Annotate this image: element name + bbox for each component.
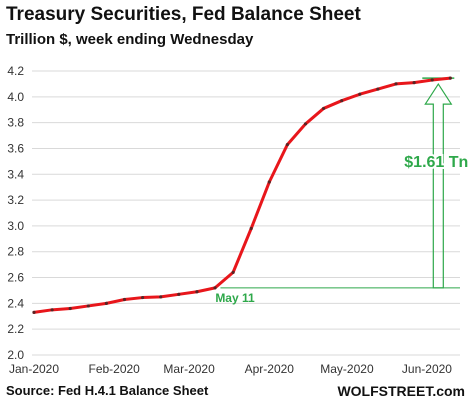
data-point <box>159 295 163 299</box>
data-point <box>213 286 217 290</box>
may-11-label: May 11 <box>215 291 255 305</box>
data-point <box>32 310 36 314</box>
y-tick-label: 2.2 <box>7 322 24 336</box>
y-tick-label: 2.8 <box>7 245 24 259</box>
data-point <box>122 297 127 302</box>
data-point <box>412 81 416 85</box>
y-tick-label: 2.6 <box>7 271 24 285</box>
data-point <box>195 290 199 294</box>
data-point <box>285 142 289 147</box>
data-point <box>231 270 235 274</box>
data-point <box>267 180 271 184</box>
y-tick-label: 3.0 <box>7 219 24 233</box>
x-tick-label: Jun-2020 <box>402 362 452 376</box>
x-tick-label: Apr-2020 <box>245 362 295 376</box>
y-tick-label: 3.2 <box>7 193 24 207</box>
data-point <box>249 226 253 231</box>
data-point <box>86 304 90 308</box>
data-point <box>177 292 181 296</box>
increase-arrow <box>424 82 453 289</box>
data-point <box>430 78 434 82</box>
y-tick-label: 3.4 <box>7 167 24 181</box>
y-tick-label: 4.0 <box>7 90 24 104</box>
y-tick-label: 4.2 <box>7 64 24 78</box>
data-series <box>32 76 452 314</box>
gridlines <box>32 70 460 356</box>
x-tick-label: Jan-2020 <box>9 362 59 376</box>
x-tick-label: Mar-2020 <box>163 362 215 376</box>
chart-subtitle: Trillion $, week ending Wednesday <box>6 31 254 48</box>
data-point <box>303 122 308 126</box>
data-point <box>322 106 326 111</box>
data-point <box>50 308 54 312</box>
data-point <box>141 295 145 300</box>
source-note: Source: Fed H.4.1 Balance Sheet <box>6 383 209 398</box>
data-point <box>340 99 344 103</box>
series-line <box>32 76 452 314</box>
y-tick-label: 3.6 <box>7 141 24 155</box>
data-point <box>68 306 72 311</box>
increase-label: $1.61 Tn <box>404 154 468 171</box>
data-point <box>394 82 398 86</box>
data-point <box>358 92 362 96</box>
chart-title: Treasury Securities, Fed Balance Sheet <box>6 4 361 25</box>
data-point <box>104 301 108 305</box>
brand-label: WOLFSTREET.com <box>337 383 465 399</box>
y-tick-label: 2.4 <box>7 296 24 310</box>
annotations: May 11 $1.61 Tn <box>215 77 470 305</box>
data-point <box>448 76 452 80</box>
y-tick-label: 3.8 <box>7 116 24 130</box>
y-tick-label: 2.0 <box>7 348 24 362</box>
data-point <box>376 87 380 91</box>
x-tick-label: Feb-2020 <box>88 362 140 376</box>
x-tick-label: May-2020 <box>320 362 374 376</box>
axis-ticks: 2.0 2.2 2.4 2.6 2.8 3.0 3.2 3.4 3.6 3.8 4.0 4.2 Jan-… <box>7 64 452 376</box>
